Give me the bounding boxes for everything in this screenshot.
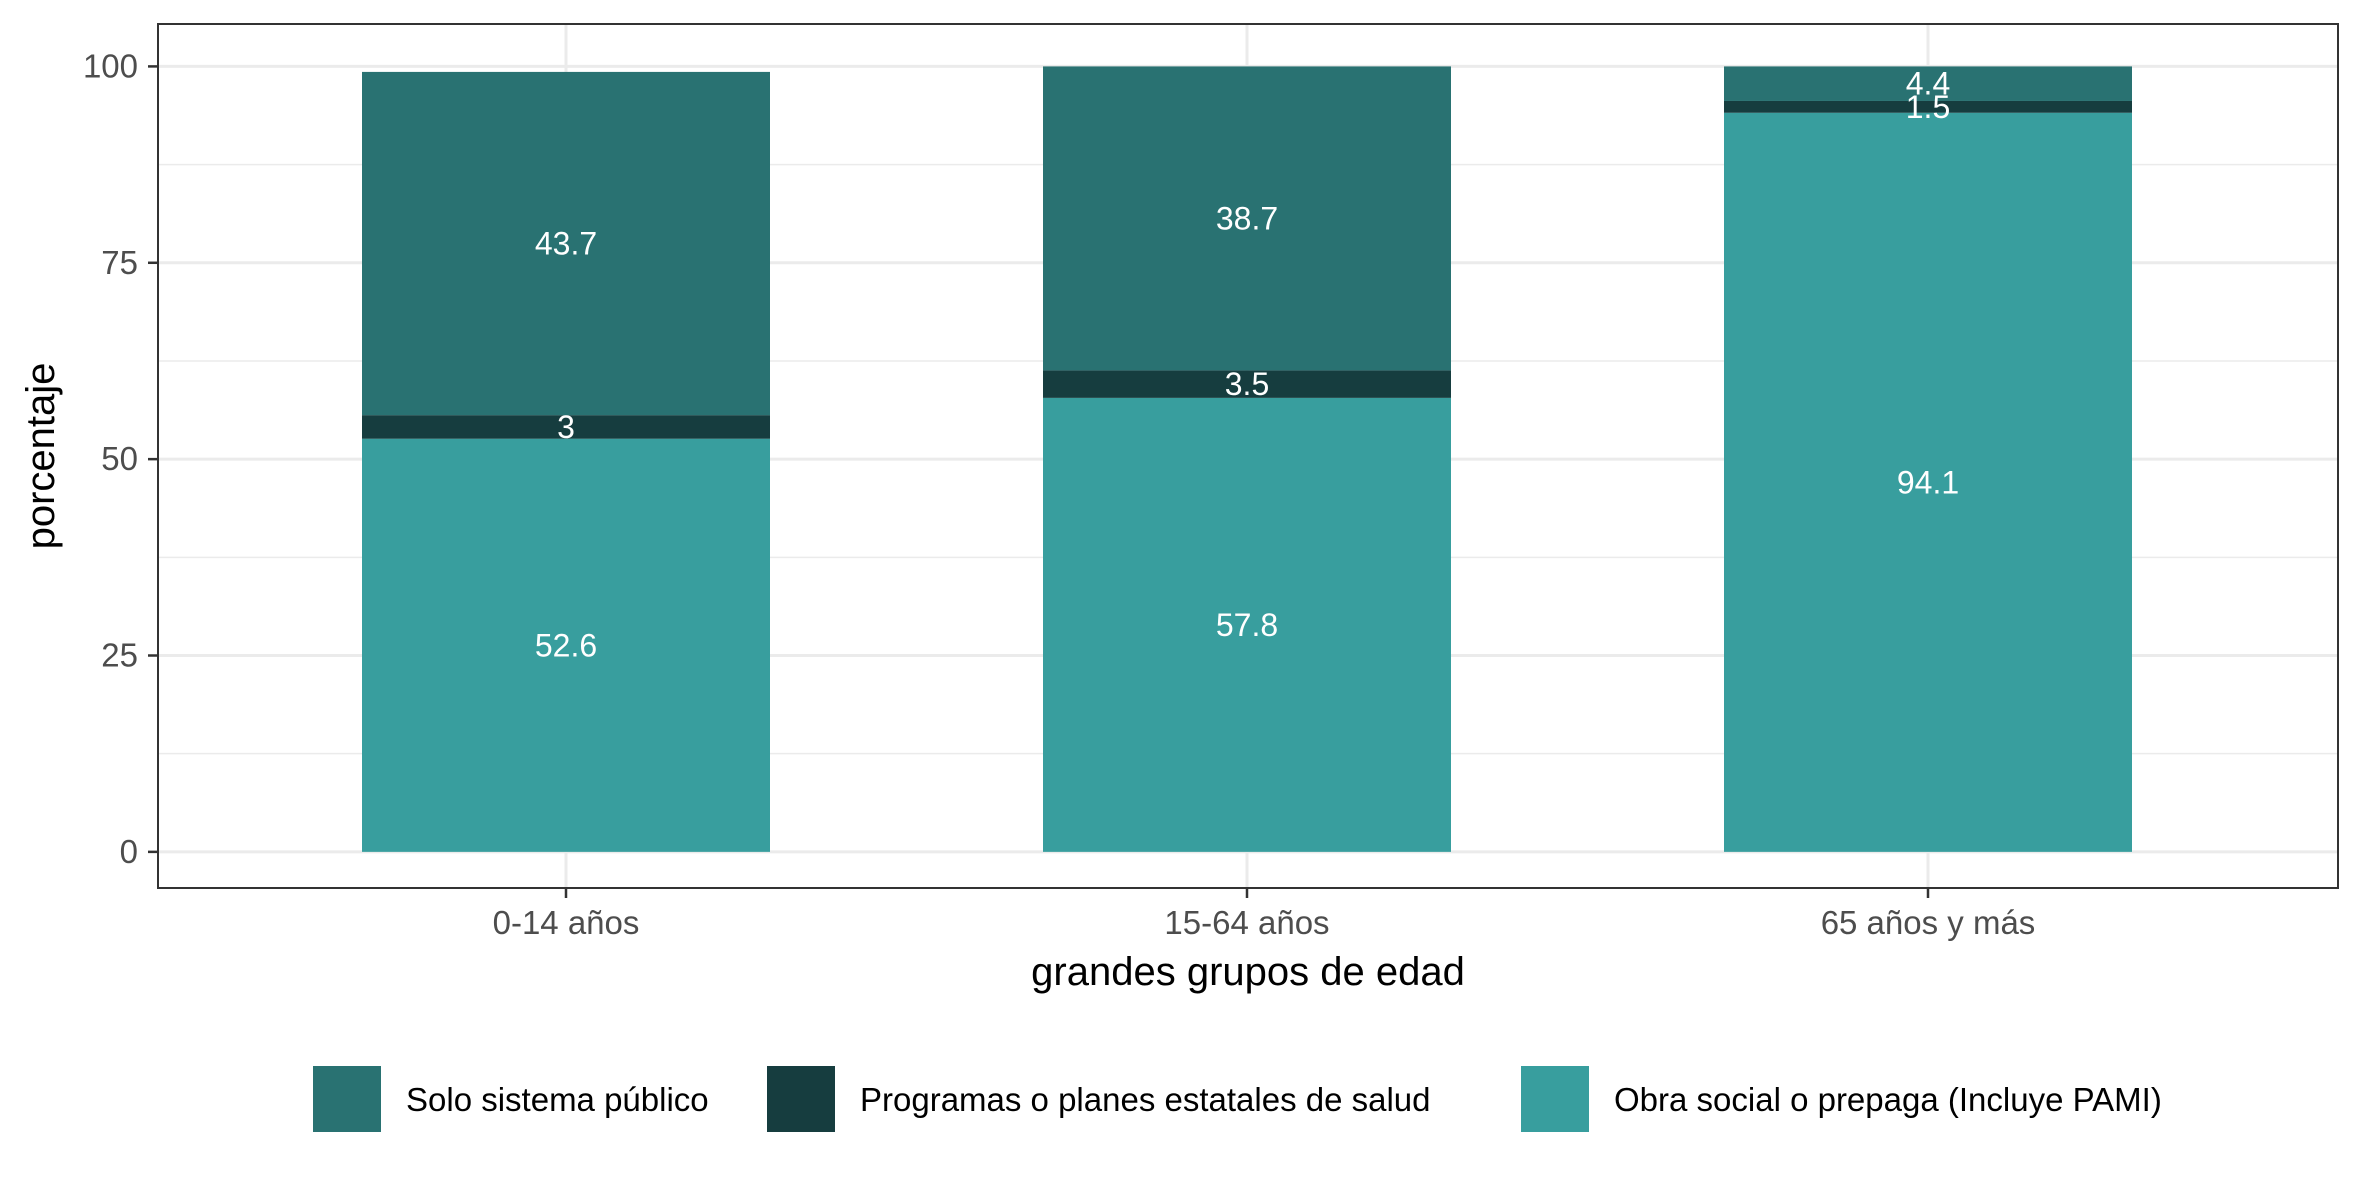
legend-label: Programas o planes estatales de salud	[860, 1081, 1431, 1118]
data-label: 38.7	[1216, 200, 1278, 236]
legend-label: Obra social o prepaga (Incluye PAMI)	[1614, 1081, 2162, 1118]
data-label: 3	[557, 409, 575, 445]
y-tick-label: 50	[101, 440, 138, 477]
y-axis: 0 25 50 75 100	[83, 47, 158, 870]
bar-segment	[1724, 66, 2132, 101]
legend-label: Solo sistema público	[406, 1081, 709, 1118]
bar-segment	[1043, 66, 1451, 371]
data-label: 1.5	[1906, 89, 1950, 125]
bar-segment	[1724, 100, 2132, 113]
bar-segment	[1043, 370, 1451, 398]
bar-segment	[1043, 397, 1451, 852]
bar-segment	[1724, 112, 2132, 852]
y-axis-title: porcentaje	[19, 363, 63, 550]
y-tick-label: 100	[83, 47, 138, 84]
data-label: 3.5	[1225, 366, 1269, 402]
bar-segment	[362, 415, 770, 439]
data-label: 57.8	[1216, 607, 1278, 643]
x-axis-title: grandes grupos de edad	[1031, 950, 1465, 994]
legend-swatch	[313, 1066, 381, 1132]
x-tick-label: 15-64 años	[1164, 904, 1329, 941]
data-label: 94.1	[1897, 464, 1959, 500]
data-label: 52.6	[535, 627, 597, 663]
bar-segment	[362, 438, 770, 852]
legend-swatch	[767, 1066, 835, 1132]
y-tick-label: 0	[120, 833, 138, 870]
x-axis: 0-14 años 15-64 años 65 años y más	[493, 888, 2036, 941]
data-label: 43.7	[535, 226, 597, 262]
x-tick-label: 65 años y más	[1821, 904, 2036, 941]
legend-swatch	[1521, 1066, 1589, 1132]
bar-segment	[362, 71, 770, 416]
bars	[362, 66, 2132, 852]
y-tick-label: 75	[101, 244, 138, 281]
legend: Solo sistema público Programas o planes e…	[313, 1066, 2162, 1132]
y-tick-label: 25	[101, 637, 138, 674]
data-labels: 52.6 3 43.7 57.8 3.5 38.7 94.1 1.54.4	[535, 66, 1959, 664]
data-label: 4.4	[1906, 66, 1950, 102]
x-tick-label: 0-14 años	[493, 904, 640, 941]
